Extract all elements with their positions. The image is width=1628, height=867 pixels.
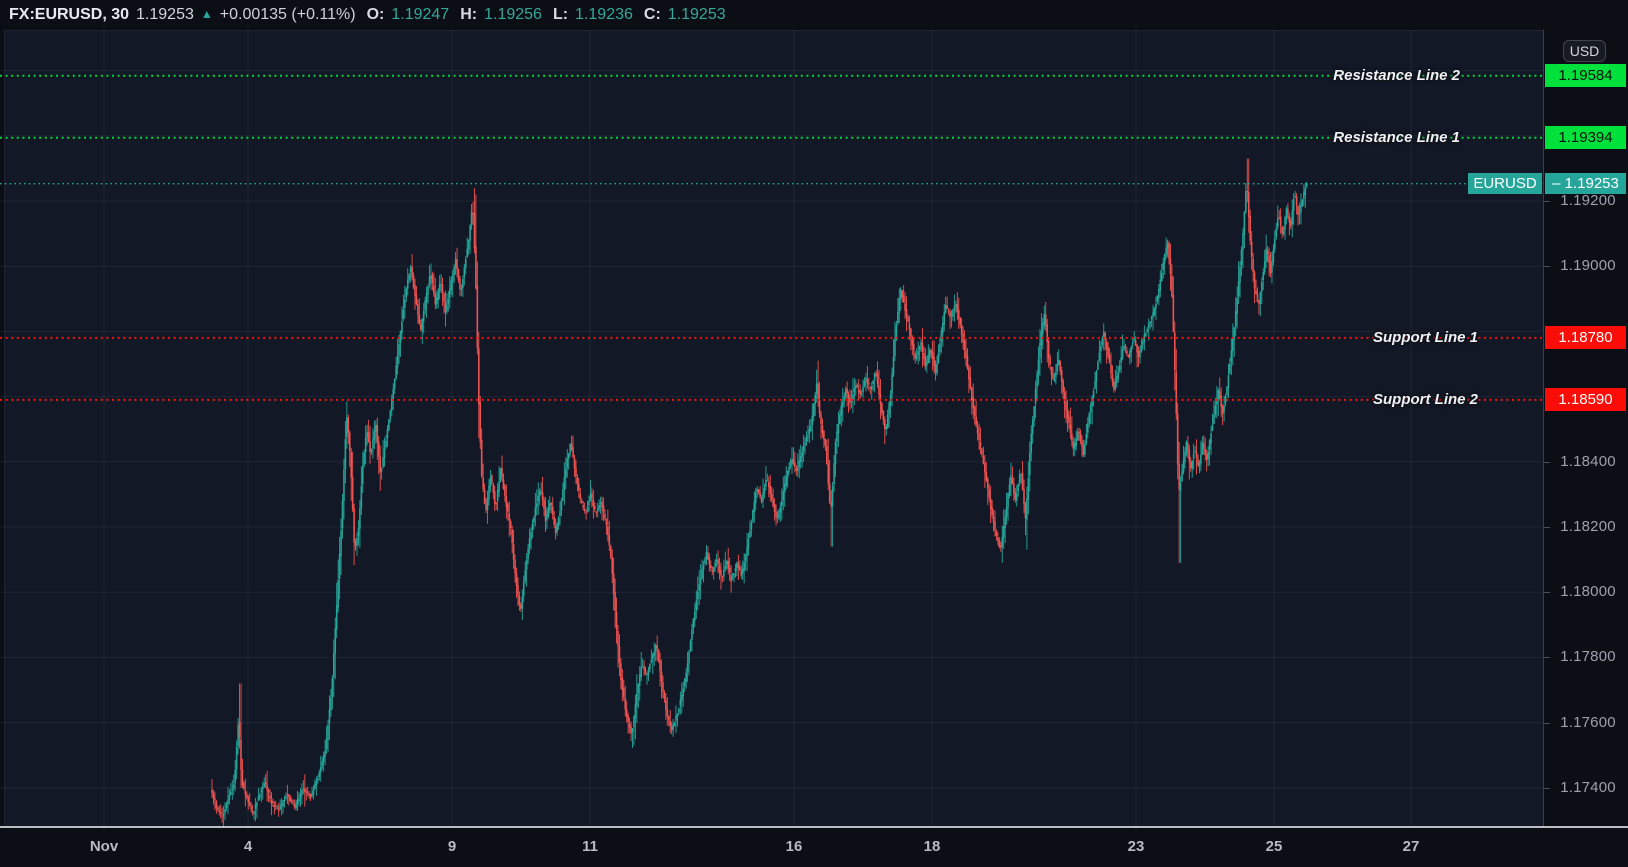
open-label: O: — [366, 5, 385, 23]
price-tick-label: 1.19000 — [1560, 257, 1616, 275]
up-triangle-icon: ▲ — [200, 6, 213, 21]
price-tick-label: 1.17400 — [1560, 778, 1616, 796]
high-value: 1.19256 — [484, 5, 542, 23]
price-tick-mark — [1544, 657, 1550, 659]
price-tick-mark — [1544, 722, 1550, 724]
last-price: 1.19253 — [136, 5, 194, 23]
symbol-title: FX:EURUSD, 30 — [9, 5, 130, 23]
price-tick-mark — [1544, 461, 1550, 463]
open-value: 1.19247 — [391, 5, 450, 23]
pane-separator — [0, 826, 1628, 828]
time-axis-label: 16 — [785, 838, 803, 855]
support-price-tag: 1.18780 — [1545, 326, 1626, 350]
price-tick-label: 1.17800 — [1560, 648, 1616, 666]
candlestick-chart-surface[interactable] — [0, 30, 1543, 827]
price-tick-mark — [1544, 787, 1550, 789]
symbol-header: FX:EURUSD, 30 1.19253 ▲ +0.00135 (+0.11%… — [0, 0, 1628, 29]
price-tick-mark — [1544, 266, 1550, 268]
time-axis-label: 27 — [1402, 838, 1420, 855]
price-tick-label: 1.18000 — [1560, 583, 1616, 601]
resistance-line-1-label[interactable]: Resistance Line 1 — [1333, 128, 1460, 146]
time-axis-label: 11 — [582, 838, 598, 855]
support-line-1-label[interactable]: Support Line 1 — [1373, 328, 1478, 346]
currency-toggle-button[interactable]: USD — [1563, 40, 1606, 62]
price-tick-mark — [1544, 201, 1550, 202]
resistance-price-tag: 1.19394 — [1545, 126, 1626, 150]
high-label: H: — [460, 5, 478, 23]
time-axis[interactable]: Nov 4 9 11 16 18 23 25 27 — [0, 828, 1628, 867]
price-tick-label: 1.19200 — [1560, 192, 1616, 209]
symbol-price-tag: EURUSD — [1468, 173, 1542, 195]
support-price-tag: 1.18590 — [1545, 388, 1626, 412]
price-tick-label: 1.18400 — [1560, 452, 1616, 470]
low-value: 1.19236 — [575, 5, 633, 23]
time-axis-label: 25 — [1265, 838, 1283, 855]
change-value: +0.00135 (+0.11%) — [219, 5, 356, 23]
price-axis[interactable]: USD 1.19200 1.19000 1.18400 1.18200 1.18000 1… — [1543, 30, 1628, 827]
price-tick-mark — [1544, 592, 1550, 594]
support-line-2-label[interactable]: Support Line 2 — [1373, 390, 1478, 408]
time-axis-label: 23 — [1127, 838, 1145, 855]
price-tick-mark — [1544, 527, 1550, 528]
price-tick-label: 1.18200 — [1560, 518, 1616, 535]
low-label: L: — [552, 5, 569, 23]
resistance-price-tag: 1.19584 — [1545, 64, 1626, 88]
time-axis-label: 9 — [447, 838, 457, 855]
time-axis-label: Nov — [89, 838, 119, 855]
close-label: C: — [643, 5, 661, 23]
time-axis-label: 4 — [243, 838, 253, 855]
close-value: 1.19253 — [667, 5, 726, 23]
resistance-line-2-label[interactable]: Resistance Line 2 — [1333, 66, 1460, 84]
time-axis-label: 18 — [923, 838, 941, 855]
last-price-tag: – 1.19253 — [1545, 173, 1626, 195]
price-tick-label: 1.17600 — [1560, 713, 1616, 731]
chart-pane — [4, 30, 1543, 827]
